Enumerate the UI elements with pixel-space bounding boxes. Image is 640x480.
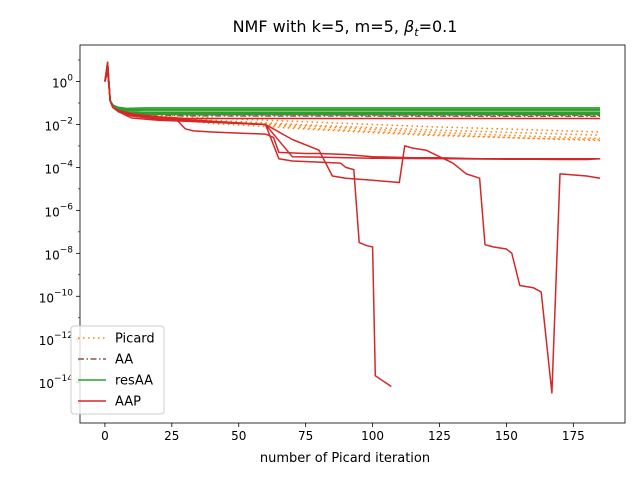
x-tick-label: 25	[164, 429, 179, 443]
series-line-resaa-8	[104, 65, 601, 111]
x-axis-label: number of Picard iteration	[260, 451, 430, 466]
x-axis-ticks: 0 25 50 75 100 125 150 175	[101, 423, 585, 443]
legend-box	[70, 325, 165, 415]
chart-title-beta: β	[403, 17, 414, 36]
x-tick-label: 100	[361, 429, 384, 443]
y-tick-label: 10−14	[39, 374, 74, 391]
x-tick-label: 0	[101, 429, 109, 443]
legend-label-aa: AA	[115, 353, 133, 368]
series-line-aap-16	[104, 70, 601, 161]
y-tick-label: 10−12	[39, 331, 73, 348]
plot-frame	[79, 44, 626, 424]
x-tick-label: 125	[428, 429, 451, 443]
y-tick-label: 100	[52, 74, 73, 91]
y-tick-label: 10−10	[39, 288, 74, 305]
series-line-picard-1	[104, 65, 601, 140]
chart-title: NMF with k=5, m=5, βt=0.1	[233, 17, 458, 39]
x-tick-label: 75	[298, 429, 313, 443]
axes-frame	[79, 44, 626, 424]
y-axis-ticks: 100 10−2 10−4 10−6 10−8 10−10 10−12 10−14	[39, 59, 80, 404]
chart-title-main: NMF with k=5, m=5,	[233, 17, 404, 36]
legend-label-resaa: resAA	[115, 374, 153, 389]
series-line-resaa-10	[104, 61, 601, 114]
series-line-aap-15	[104, 61, 601, 394]
y-tick-label: 10−2	[44, 116, 73, 133]
legend: Picard AA resAA AAP	[70, 325, 165, 415]
x-tick-label: 150	[495, 429, 518, 443]
series-line-picard-2	[104, 67, 601, 142]
y-tick-label: 10−6	[44, 202, 73, 219]
y-tick-label: 10−8	[44, 245, 73, 262]
series-line-resaa-7	[104, 63, 601, 110]
chart-title-subscript: t	[414, 26, 419, 39]
series-line-picard-4	[104, 70, 601, 141]
x-tick-label: 50	[231, 429, 246, 443]
plot-lines	[104, 61, 601, 394]
legend-label-picard: Picard	[115, 332, 155, 347]
x-tick-label: 175	[562, 429, 585, 443]
series-line-picard-0	[104, 63, 601, 136]
chart-title-tail: =0.1	[419, 17, 458, 36]
series-line-resaa-9	[104, 67, 601, 112]
y-tick-label: 10−4	[44, 159, 73, 176]
legend-label-aap: AAP	[115, 395, 141, 410]
